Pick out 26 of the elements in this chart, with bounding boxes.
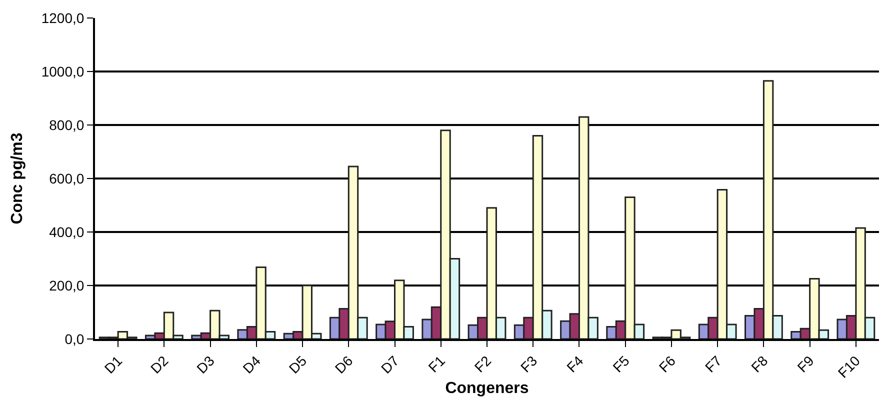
x-tick-label: F6 bbox=[656, 352, 679, 376]
x-tick-label: F5 bbox=[610, 352, 633, 376]
x-tick-label: D1 bbox=[101, 352, 126, 377]
x-tick-label: D2 bbox=[147, 352, 172, 377]
x-tick-label: F1 bbox=[425, 352, 448, 376]
y-tick-label: 1000,0 bbox=[41, 63, 84, 80]
x-tick-label: F8 bbox=[748, 352, 771, 376]
y-tick-label: 0,0 bbox=[64, 330, 84, 347]
y-axis-title: Conc pg/m3 bbox=[8, 132, 26, 224]
x-tick-label: D5 bbox=[286, 352, 310, 377]
y-tick-label: 400,0 bbox=[49, 224, 84, 240]
x-tick-label: F10 bbox=[834, 352, 864, 381]
x-tick-label: D3 bbox=[193, 352, 218, 377]
x-tick-label: D6 bbox=[332, 352, 356, 377]
y-tick-label: 600,0 bbox=[49, 170, 84, 186]
y-tick-label: 200,0 bbox=[49, 277, 84, 294]
x-tick-label: F9 bbox=[794, 352, 818, 376]
y-tick-label: 1200,0 bbox=[41, 10, 84, 26]
x-tick-label: D7 bbox=[378, 352, 402, 377]
x-tick-label: F2 bbox=[471, 352, 494, 376]
x-tick-label: D4 bbox=[240, 352, 264, 377]
x-tick-label: F4 bbox=[563, 352, 586, 376]
y-tick-label: 800,0 bbox=[49, 116, 84, 133]
x-tick-label: F7 bbox=[702, 352, 725, 376]
x-axis-title: Congeners bbox=[445, 380, 529, 398]
x-tick-label: F3 bbox=[517, 352, 540, 376]
